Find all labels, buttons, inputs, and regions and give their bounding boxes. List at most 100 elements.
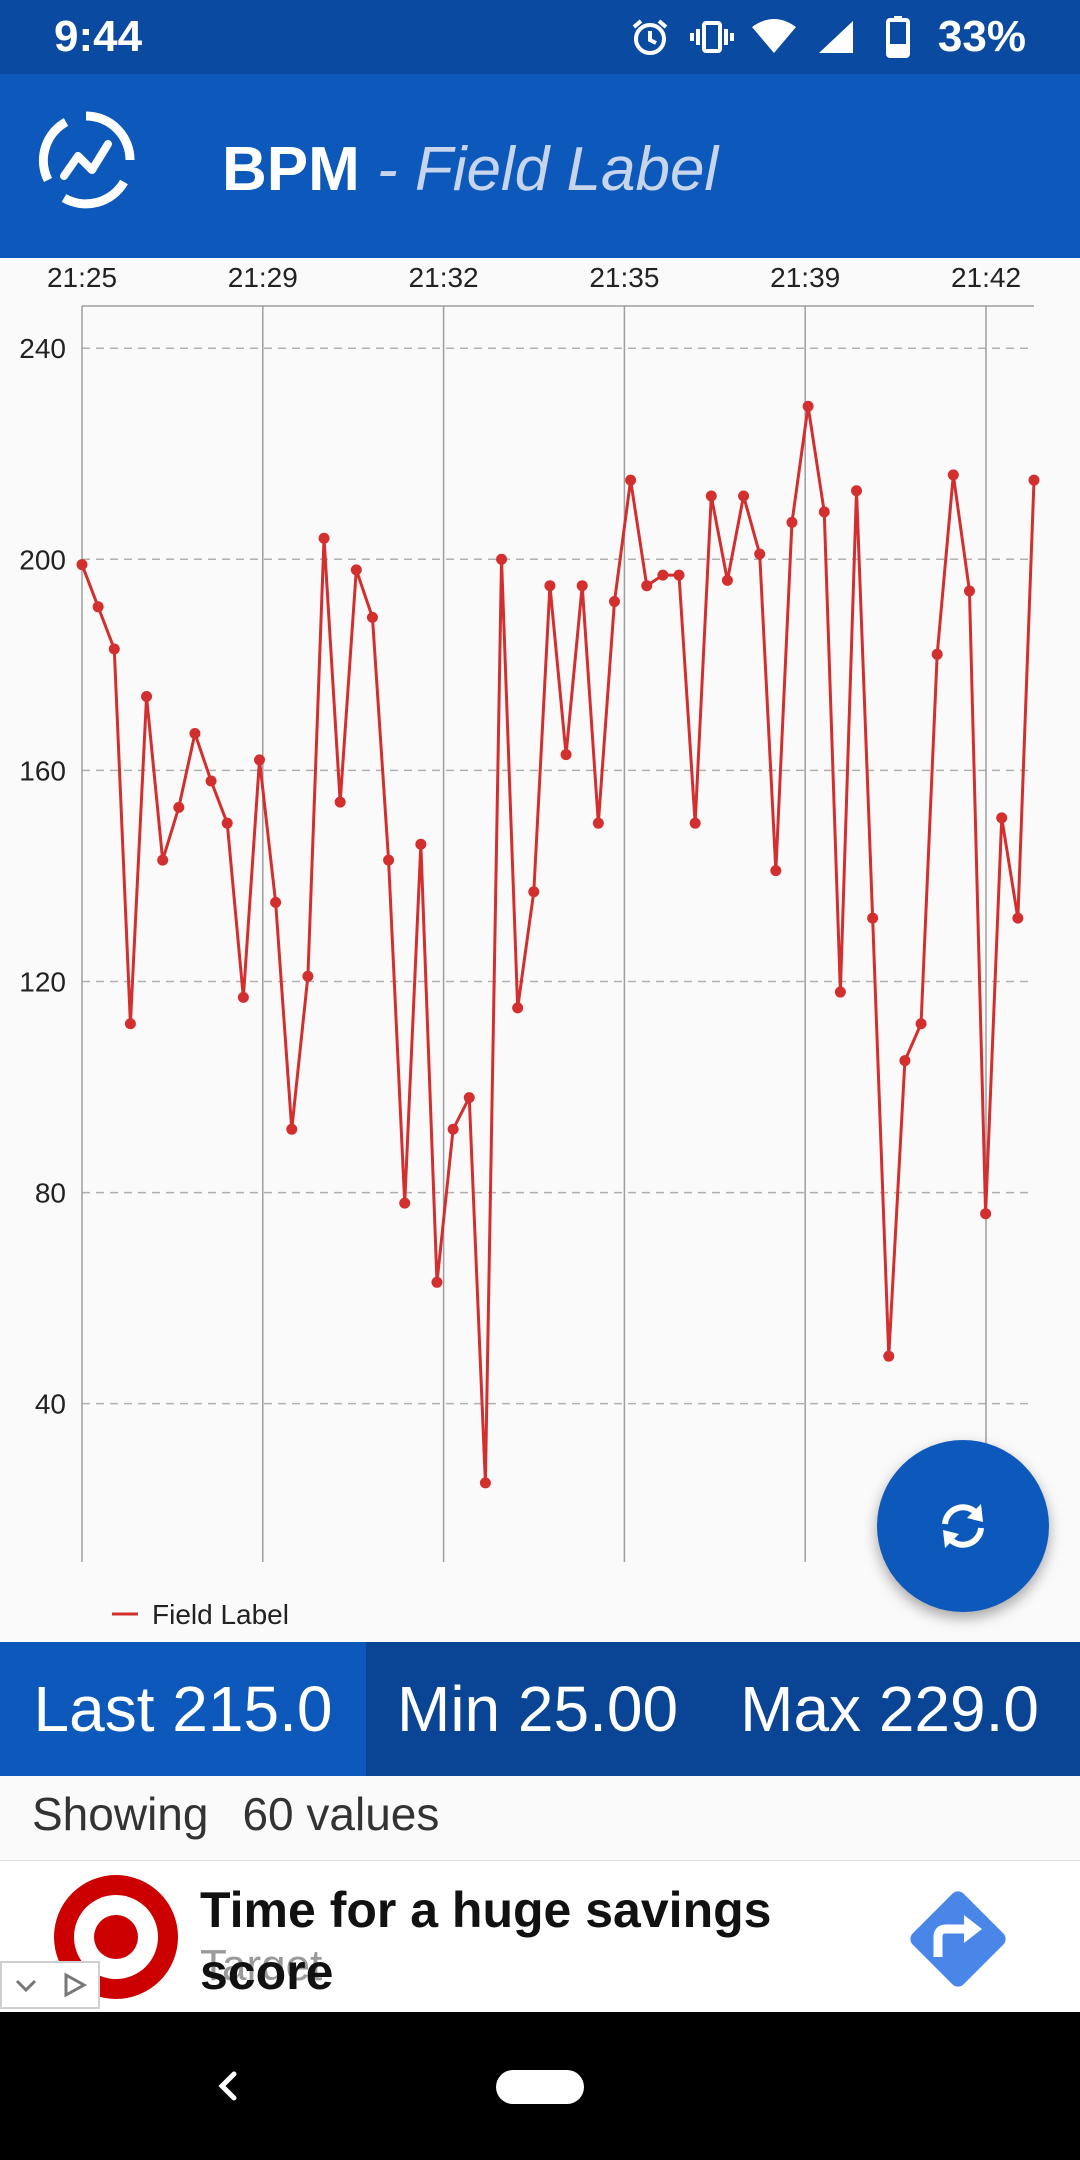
- ad-choices[interactable]: [0, 1961, 100, 2009]
- data-point: [253, 754, 265, 766]
- directions-arrow-icon[interactable]: [896, 1877, 1020, 2001]
- data-point: [383, 854, 395, 866]
- data-point: [141, 691, 153, 703]
- stat-max-text: Max 229.0: [740, 1673, 1039, 1745]
- showing-label: Showing: [32, 1788, 209, 1840]
- x-tick-label: 21:29: [228, 262, 298, 293]
- data-point: [334, 796, 346, 808]
- chevron-down-icon[interactable]: [11, 1973, 41, 1997]
- ad-choices-icon[interactable]: [59, 1970, 89, 2000]
- data-point: [366, 611, 378, 623]
- data-point: [528, 886, 540, 898]
- status-bar: 9:44 33%: [0, 0, 1080, 74]
- data-point: [431, 1276, 443, 1288]
- data-point: [673, 569, 685, 581]
- data-point: [205, 775, 217, 787]
- data-point: [496, 553, 508, 565]
- ad-advertiser: Target: [200, 1941, 323, 1990]
- y-tick-label: 120: [19, 966, 66, 997]
- data-point: [851, 485, 863, 497]
- data-point: [447, 1123, 459, 1135]
- data-point: [931, 648, 943, 660]
- ad-banner[interactable]: Target Time for a huge savings score: [0, 1860, 1080, 2012]
- stat-min-max: Min 25.00 Max 229.0: [366, 1642, 1080, 1776]
- x-tick-label: 21:39: [770, 262, 840, 293]
- data-point: [108, 643, 120, 655]
- data-point: [92, 601, 104, 613]
- x-tick-label: 21:25: [47, 262, 117, 293]
- y-tick-label: 160: [19, 755, 66, 786]
- refresh-icon: [942, 1504, 984, 1548]
- data-point: [883, 1350, 895, 1362]
- home-pill-icon[interactable]: [496, 2070, 584, 2104]
- data-point: [415, 838, 427, 850]
- wifi-icon: [751, 15, 796, 59]
- vibrate-icon: [689, 15, 734, 59]
- data-point: [818, 506, 830, 518]
- showing-count: 60 values: [242, 1788, 440, 1840]
- stat-min-text: Min 25.00: [397, 1673, 679, 1745]
- data-point: [770, 865, 782, 877]
- stat-last-text: Last 215.0: [33, 1673, 333, 1745]
- data-point: [689, 817, 701, 829]
- app-bar: BPM - Field Label: [0, 74, 1080, 258]
- data-point: [1012, 912, 1024, 924]
- data-point: [754, 548, 766, 560]
- data-point: [512, 1002, 524, 1014]
- data-point: [286, 1123, 298, 1135]
- data-point: [544, 580, 556, 592]
- showing-values-row: Showing 60 values: [32, 1782, 439, 1846]
- data-point: [786, 516, 798, 528]
- data-point: [479, 1477, 491, 1489]
- data-point: [560, 749, 572, 761]
- y-tick-label: 240: [19, 333, 66, 364]
- x-tick-label: 21:35: [589, 262, 659, 293]
- back-icon[interactable]: [206, 2058, 246, 2114]
- data-point: [221, 817, 233, 829]
- y-tick-label: 80: [35, 1178, 66, 1209]
- data-point: [721, 574, 733, 586]
- data-point: [705, 490, 717, 502]
- data-point: [237, 991, 249, 1003]
- status-time: 9:44: [54, 12, 143, 61]
- x-tick-label: 21:32: [409, 262, 479, 293]
- data-point: [738, 490, 750, 502]
- data-point: [608, 596, 620, 608]
- y-tick-label: 200: [19, 544, 66, 575]
- app-logo-chart-icon[interactable]: [36, 110, 136, 210]
- data-point: [350, 564, 362, 576]
- series-line: [80, 404, 1036, 1485]
- data-point: [270, 896, 282, 908]
- ad-headline[interactable]: Time for a huge savings score: [200, 1882, 772, 2000]
- data-point: [463, 1092, 475, 1104]
- data-point: [625, 474, 637, 486]
- data-point: [963, 585, 975, 597]
- data-point: [834, 986, 846, 998]
- page-title: BPM - Field Label: [222, 134, 718, 205]
- y-tick-label: 40: [35, 1389, 66, 1420]
- data-point: [124, 1018, 136, 1030]
- data-point: [915, 1018, 927, 1030]
- data-point: [302, 970, 314, 982]
- cell-signal-icon: [814, 15, 858, 59]
- data-point: [641, 580, 653, 592]
- chart-area[interactable]: 40 80 120 160 200 240 21:25 21:29 21:32 21:35 21:3…: [0, 258, 1080, 1648]
- data-point: [947, 469, 959, 481]
- data-point: [899, 1055, 911, 1067]
- data-point: [867, 912, 879, 924]
- data-point: [399, 1197, 411, 1209]
- refresh-button[interactable]: [877, 1440, 1049, 1612]
- status-icons: 33%: [628, 12, 1026, 62]
- stats-bar: Last 215.0 Min 25.00 Max 229.0: [0, 1642, 1080, 1776]
- legend-label: Field Label: [152, 1599, 289, 1630]
- data-point: [592, 817, 604, 829]
- data-point: [576, 580, 588, 592]
- bpm-line-chart[interactable]: 40 80 120 160 200 240 21:25 21:29 21:32 21:35 21:3…: [0, 258, 1080, 1648]
- app-title-text: BPM: [222, 135, 360, 204]
- data-point: [657, 569, 669, 581]
- data-point: [157, 854, 169, 866]
- app-subtitle-text: - Field Label: [377, 135, 719, 204]
- data-point: [189, 727, 201, 739]
- battery-icon: [876, 15, 920, 59]
- data-point: [318, 532, 330, 544]
